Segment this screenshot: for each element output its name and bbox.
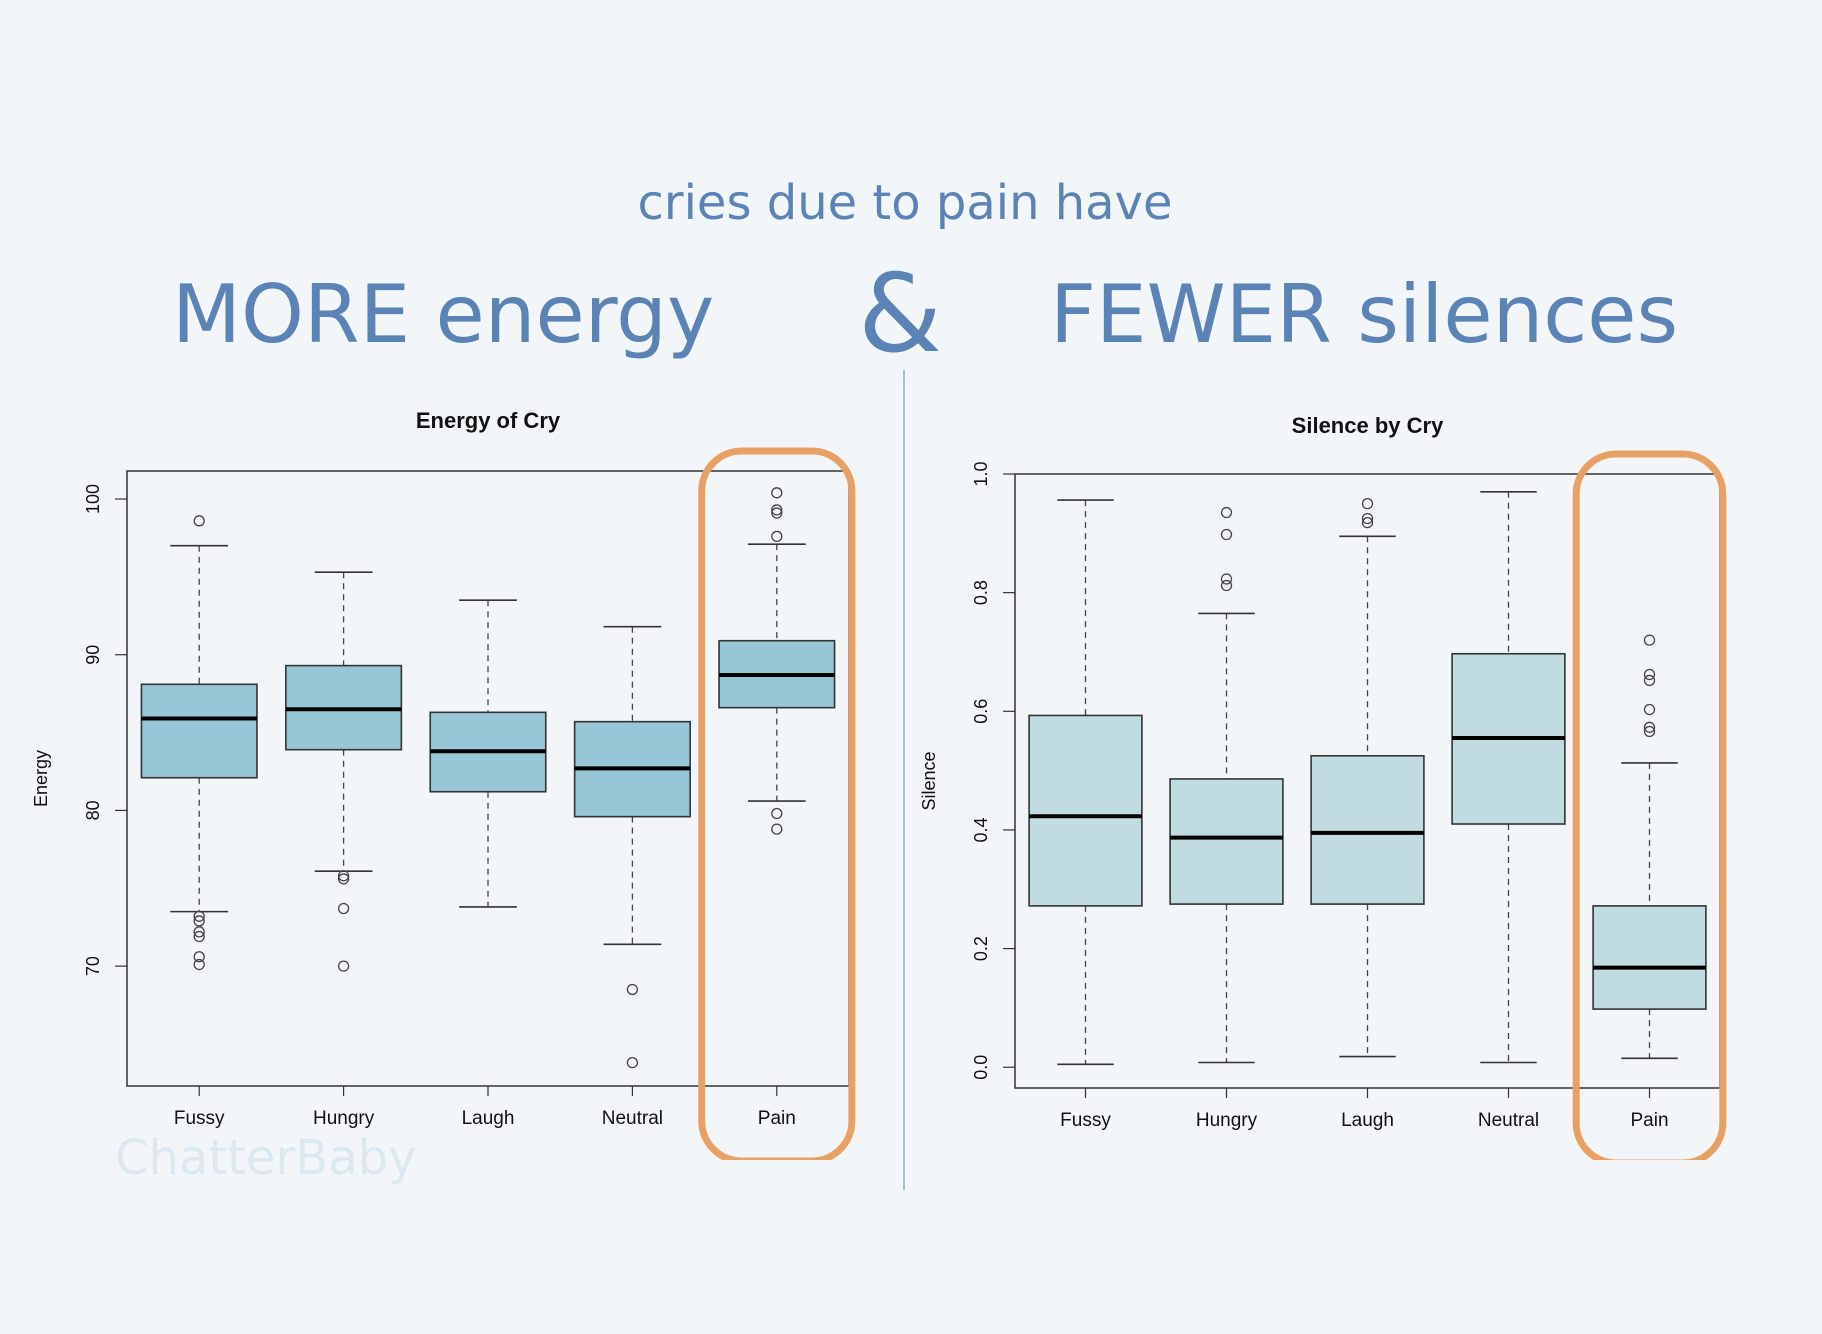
- outlier-point: [193, 915, 205, 927]
- ampersand: &: [858, 252, 943, 377]
- outlier-point: [1361, 516, 1374, 529]
- outlier-point: [1220, 506, 1233, 519]
- y-tick-label: 70: [83, 956, 103, 976]
- outlier-point: [1643, 674, 1656, 687]
- outlier-point: [193, 930, 205, 943]
- outlier-point: [1643, 634, 1656, 646]
- chart-title: Energy of Cry: [416, 408, 561, 433]
- outlier-point: [337, 960, 350, 972]
- outlier-point: [1643, 725, 1656, 738]
- watermark: ChatterBaby: [115, 1130, 417, 1186]
- outlier-point: [1643, 721, 1656, 733]
- outlier-point: [193, 958, 205, 971]
- outlier-point: [1220, 579, 1233, 592]
- x-tick-label: Pain: [758, 1108, 796, 1129]
- x-tick-label: Fussy: [174, 1108, 225, 1129]
- outlier-point: [771, 807, 783, 820]
- y-axis-label: Energy: [31, 750, 51, 807]
- x-tick-label: Laugh: [462, 1108, 515, 1129]
- box-fussy: [140, 683, 258, 779]
- x-tick-label: Laugh: [1341, 1110, 1394, 1131]
- x-tick-label: Pain: [1630, 1110, 1668, 1131]
- y-tick-label: 0.8: [971, 580, 991, 605]
- subtitle: cries due to pain have: [637, 175, 1173, 231]
- outlier-point: [193, 951, 205, 963]
- silence-boxplot: Silence by Cry Silence 0.0 0.2 0.4 0.6 0.8 1.0 F…: [919, 413, 1727, 1160]
- x-tick-label: Hungry: [313, 1108, 375, 1129]
- outlier-point: [337, 873, 350, 885]
- highlight-pain: [1572, 450, 1727, 1160]
- outlier-point: [193, 910, 205, 922]
- outlier-point: [1643, 668, 1656, 681]
- outlier-point: [1361, 512, 1374, 525]
- x-tick-label: Neutral: [602, 1108, 663, 1129]
- center-divider: [903, 370, 905, 1190]
- x-tick-label: Fussy: [1060, 1110, 1111, 1131]
- y-tick-label: 90: [83, 645, 103, 665]
- outlier-point: [771, 487, 783, 499]
- outlier-point: [771, 507, 783, 519]
- left-headline: MORE energy: [172, 268, 715, 361]
- y-tick-label: 0.0: [971, 1055, 991, 1080]
- y-tick-label: 0.6: [971, 699, 991, 724]
- outlier-point: [771, 504, 783, 516]
- outlier-point: [1220, 528, 1233, 541]
- outlier-point: [193, 515, 205, 527]
- box-pain: [1592, 905, 1707, 1010]
- box-fussy: [1028, 714, 1143, 907]
- y-axis-label: Silence: [919, 751, 939, 810]
- y-tick-label: 0.2: [971, 936, 991, 961]
- x-tick-label: Neutral: [1478, 1110, 1539, 1131]
- outlier-point: [626, 1056, 639, 1069]
- outlier-point: [626, 983, 639, 996]
- chart-title: Silence by Cry: [1292, 413, 1444, 438]
- y-tick-label: 0.4: [971, 817, 991, 842]
- box-laugh: [1310, 754, 1425, 905]
- outlier-point: [337, 870, 350, 882]
- outlier-point: [1643, 703, 1656, 716]
- y-tick-label: 1.0: [971, 461, 991, 486]
- right-headline: FEWER silences: [1050, 268, 1679, 361]
- highlight-pain: [698, 447, 856, 1160]
- outlier-point: [1220, 573, 1233, 585]
- y-tick-label: 100: [83, 484, 103, 514]
- outlier-point: [337, 902, 350, 915]
- outlier-point: [1361, 498, 1374, 510]
- outlier-point: [771, 530, 783, 543]
- outlier-point: [193, 926, 205, 938]
- box-hungry: [1169, 778, 1284, 905]
- outlier-point: [771, 823, 783, 835]
- energy-boxplot: Energy of Cry Energy 70 80 90 100 Fussy Hungry L…: [31, 408, 856, 1160]
- x-tick-label: Hungry: [1196, 1110, 1258, 1131]
- y-tick-label: 80: [83, 800, 103, 820]
